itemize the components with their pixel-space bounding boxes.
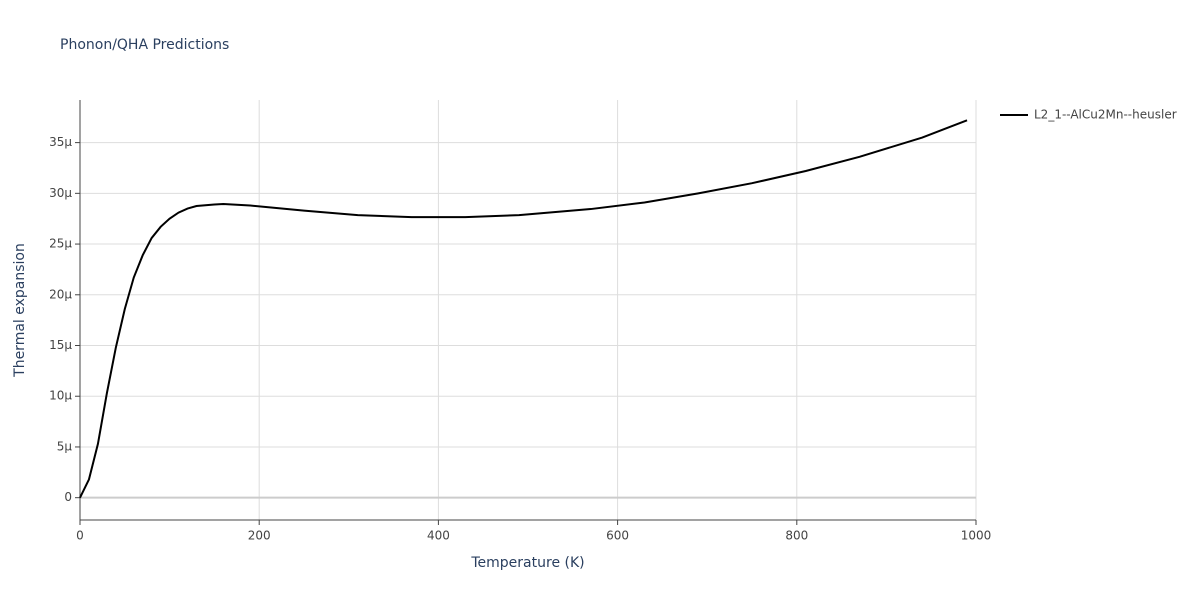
x-tick-label: 800 xyxy=(785,529,808,543)
y-tick-label: 30μ xyxy=(49,186,72,200)
x-tick-label: 0 xyxy=(76,529,84,543)
x-tick-label: 400 xyxy=(427,529,450,543)
y-axis-title: Thermal expansion xyxy=(12,243,28,378)
y-tick-label: 35μ xyxy=(49,135,72,149)
chart-title: Phonon/QHA Predictions xyxy=(60,37,229,53)
y-tick-label: 0 xyxy=(64,490,72,504)
legend-label: L2_1--AlCu2Mn--heusler xyxy=(1034,108,1177,122)
x-tick-label: 200 xyxy=(248,529,271,543)
y-tick-label: 25μ xyxy=(49,237,72,251)
x-tick-label: 1000 xyxy=(961,529,992,543)
y-tick-label: 20μ xyxy=(49,287,72,301)
y-tick-label: 5μ xyxy=(57,439,73,453)
x-axis-title: Temperature (K) xyxy=(470,555,584,571)
y-tick-label: 10μ xyxy=(49,389,72,403)
data-line xyxy=(79,119,968,499)
y-tick-label: 15μ xyxy=(49,338,72,352)
x-tick-label: 600 xyxy=(606,529,629,543)
